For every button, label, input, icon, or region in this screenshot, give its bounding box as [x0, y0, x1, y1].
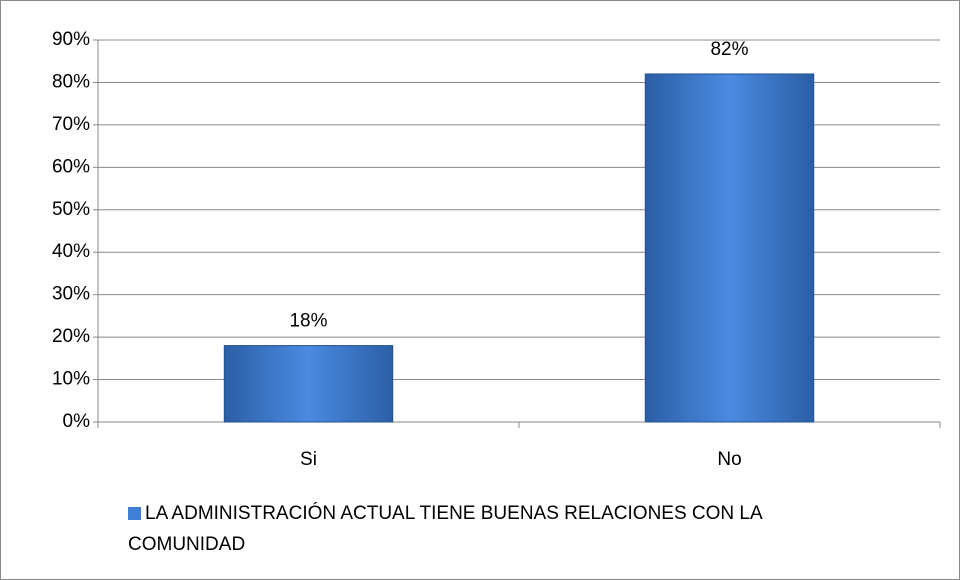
data-label: 82% [710, 39, 748, 60]
y-tick-label: 70% [52, 114, 90, 135]
x-tick-label: No [717, 449, 741, 470]
legend: LA ADMINISTRACIÓN ACTUAL TIENE BUENAS RE… [128, 498, 868, 560]
y-tick-label: 30% [52, 284, 90, 305]
y-tick-label: 60% [52, 156, 90, 177]
bar [644, 73, 815, 423]
y-tick-label: 20% [52, 326, 90, 347]
y-tick-label: 40% [52, 241, 90, 262]
legend-key [128, 507, 141, 520]
y-tick-label: 50% [52, 199, 90, 220]
x-tick-label: Si [300, 449, 317, 470]
y-tick-label: 10% [52, 369, 90, 390]
legend-label: LA ADMINISTRACIÓN ACTUAL TIENE BUENAS RE… [128, 503, 762, 555]
y-tick-label: 0% [63, 411, 91, 432]
data-label: 18% [289, 311, 327, 332]
bar [223, 345, 394, 423]
y-tick-label: 90% [52, 29, 90, 50]
y-tick-label: 80% [52, 71, 90, 92]
